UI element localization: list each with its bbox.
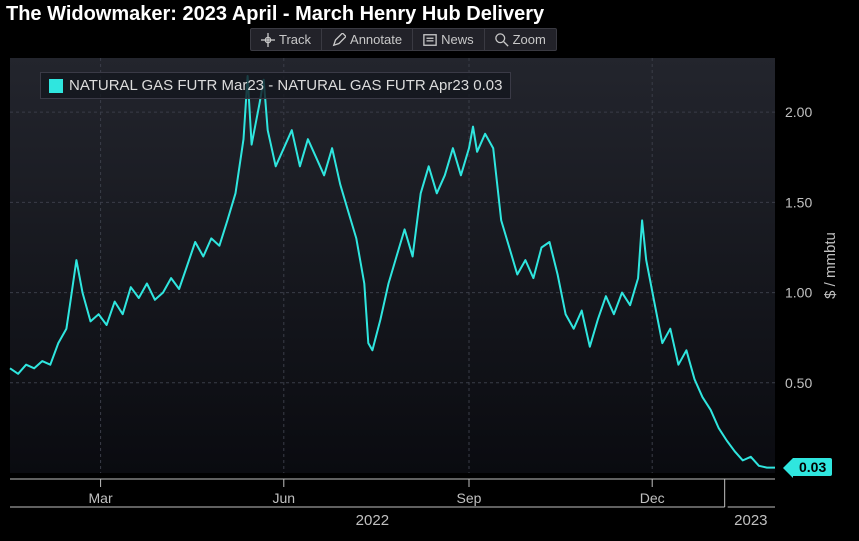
svg-text:0.50: 0.50 <box>785 375 812 391</box>
line-chart: 0.50 1.00 1.50 2.00 Mar Jun Sep Dec 2022 2023 $ / … <box>0 28 859 541</box>
legend[interactable]: NATURAL GAS FUTR Mar23 - NATURAL GAS FUT… <box>40 72 511 99</box>
zoom-label: Zoom <box>513 32 546 47</box>
track-button[interactable]: Track <box>251 29 322 50</box>
svg-text:Jun: Jun <box>273 490 296 506</box>
news-button[interactable]: News <box>413 29 485 50</box>
svg-text:Mar: Mar <box>89 490 113 506</box>
svg-text:2023: 2023 <box>734 512 767 529</box>
zoom-button[interactable]: Zoom <box>485 29 556 50</box>
legend-swatch <box>49 79 63 93</box>
svg-text:1.00: 1.00 <box>785 285 812 301</box>
news-icon <box>423 33 437 47</box>
svg-text:Sep: Sep <box>457 490 482 506</box>
news-label: News <box>441 32 474 47</box>
track-label: Track <box>279 32 311 47</box>
chart-toolbar: Track Annotate News Zoom <box>250 28 557 51</box>
svg-text:Dec: Dec <box>640 490 665 506</box>
legend-label: NATURAL GAS FUTR Mar23 - NATURAL GAS FUT… <box>69 77 502 94</box>
pencil-icon <box>332 33 346 47</box>
last-value-marker-arrow <box>783 458 793 478</box>
annotate-button[interactable]: Annotate <box>322 29 413 50</box>
svg-text:$ / mmbtu: $ / mmbtu <box>822 232 839 299</box>
annotate-label: Annotate <box>350 32 402 47</box>
svg-text:2022: 2022 <box>356 512 389 529</box>
last-value-marker: 0.03 <box>793 458 832 476</box>
chart-area[interactable]: 0.50 1.00 1.50 2.00 Mar Jun Sep Dec 2022 2023 $ / … <box>0 28 859 541</box>
page-title: The Widowmaker: 2023 April - March Henry… <box>0 0 859 29</box>
crosshair-icon <box>261 33 275 47</box>
svg-text:1.50: 1.50 <box>785 194 812 210</box>
svg-text:2.00: 2.00 <box>785 104 812 120</box>
magnifier-icon <box>495 33 509 47</box>
